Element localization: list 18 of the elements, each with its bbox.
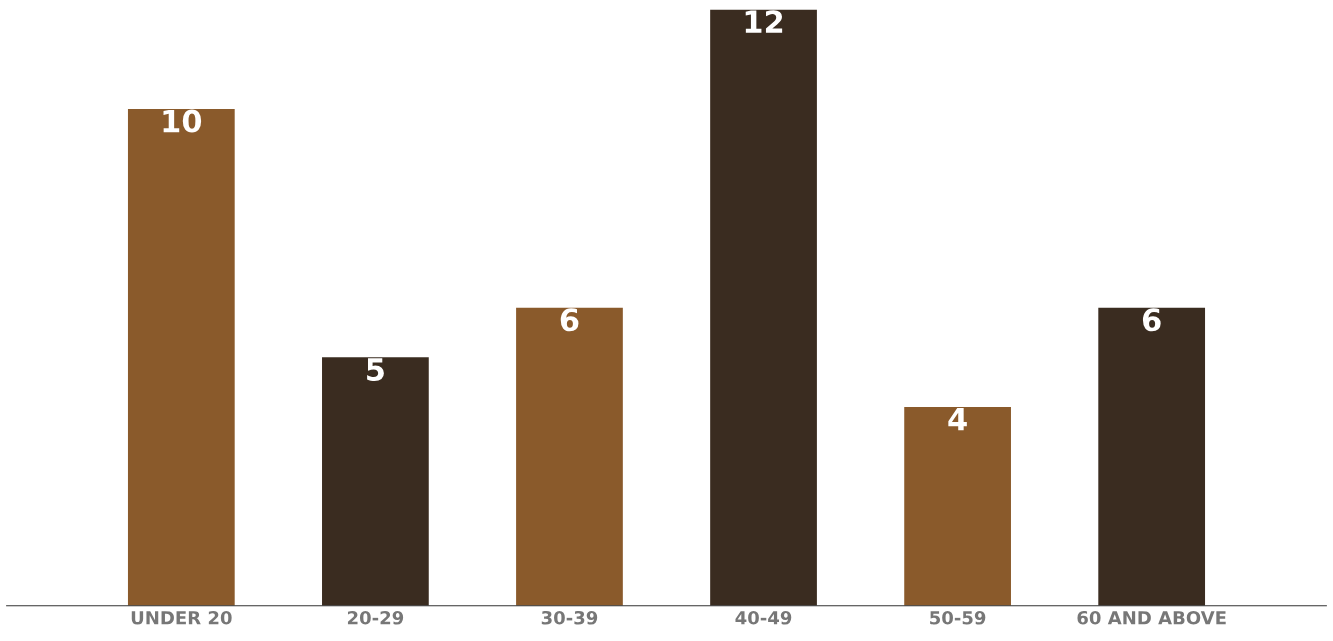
x-tick-label: 30-39 (541, 610, 598, 625)
bar (904, 407, 1011, 606)
bar (516, 307, 623, 606)
x-tick-label: 60 AND ABOVE (1077, 610, 1226, 625)
bar (1098, 307, 1206, 606)
data-label: 4 (948, 407, 967, 431)
x-tick-label: 50-59 (930, 610, 986, 625)
x-tick-label: 20-29 (347, 610, 404, 625)
x-tick-label: UNDER 20 (131, 610, 232, 625)
bar (127, 108, 235, 606)
data-label: 5 (367, 358, 384, 382)
data-label: 6 (1142, 308, 1161, 332)
data-label: 6 (560, 308, 579, 332)
data-label: 12 (745, 10, 783, 33)
x-tick-label: 40-49 (735, 610, 792, 625)
bar (322, 357, 429, 606)
data-label: 10 (163, 109, 202, 133)
bar (710, 9, 817, 606)
